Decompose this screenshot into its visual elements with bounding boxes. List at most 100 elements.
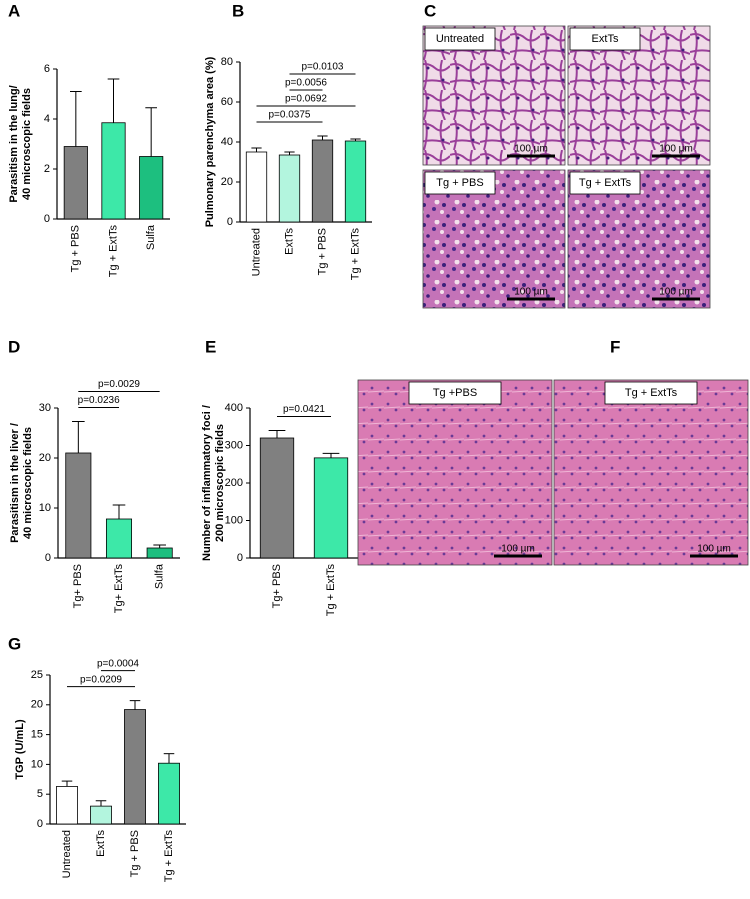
p-value: p=0.0375 [269, 110, 311, 121]
scale-label: 100 µm [697, 544, 731, 555]
bar [65, 452, 92, 559]
y-axis-label: Number of inflammatory foci / [201, 405, 213, 561]
x-tick-label: Tg+ PBS [271, 564, 283, 608]
y-tick-label: 4 [44, 113, 50, 125]
y-tick-label: 200 [225, 477, 243, 489]
panel-letter: D [8, 337, 20, 356]
y-tick-label: 40 [221, 136, 233, 148]
p-value: p=0.0236 [78, 395, 120, 406]
y-tick-label: 2 [44, 163, 50, 175]
y-tick-label: 0 [227, 216, 233, 228]
y-tick-label: 0 [45, 552, 51, 564]
y-axis-label: Parasitism in the lung/ [8, 85, 20, 202]
x-tick-label: Sulfa [154, 563, 166, 589]
y-tick-label: 300 [225, 439, 243, 451]
y-tick-label: 20 [31, 699, 43, 711]
scale-label: 100 µm [659, 144, 693, 155]
image-label: ExtTs [592, 33, 619, 45]
image-label: Tg + PBS [436, 177, 483, 189]
y-axis-label: Pulmonary parenchyma area (%) [204, 56, 216, 227]
bar [278, 154, 301, 223]
image-label-box [604, 381, 698, 405]
y-tick-label: 10 [39, 502, 51, 514]
y-tick-label: 0 [37, 818, 43, 830]
y-tick-label: 0 [237, 552, 243, 564]
y-tick-label: 60 [221, 96, 233, 108]
bar [101, 122, 126, 220]
panel-letter: G [8, 634, 21, 653]
bar [311, 139, 334, 223]
y-tick-label: 5 [37, 788, 43, 800]
x-tick-label: ExtTs [283, 228, 295, 255]
bar [105, 518, 133, 559]
x-tick-label: Tg + ExtTs [163, 830, 175, 883]
x-tick-label: Tg + PBS [70, 225, 82, 272]
p-value: p=0.0029 [98, 379, 140, 390]
panel-letter: E [205, 337, 216, 356]
bar [158, 762, 180, 825]
bar [344, 140, 367, 223]
micrograph [553, 379, 749, 566]
x-tick-label: Tg + ExtTs [107, 225, 119, 278]
bar [63, 146, 88, 220]
bar [245, 151, 268, 223]
x-tick-label: Tg + ExtTs [349, 228, 361, 281]
image-label: Tg +PBS [433, 387, 477, 399]
x-tick-label: Tg + PBS [316, 228, 328, 275]
image-label-box [569, 27, 641, 51]
y-tick-label: 100 [225, 514, 243, 526]
y-tick-label: 20 [39, 452, 51, 464]
p-value: p=0.0004 [97, 658, 139, 669]
x-tick-label: Sulfa [145, 224, 157, 250]
y-tick-label: 400 [225, 402, 243, 414]
y-axis-label: 40 microscopic fields [22, 427, 34, 539]
image-label-box [569, 171, 641, 195]
y-tick-label: 0 [44, 213, 50, 225]
p-value: p=0.0209 [80, 674, 122, 685]
x-tick-label: Untreated [61, 830, 73, 878]
image-label-box [408, 381, 502, 405]
p-value: p=0.0421 [283, 404, 325, 415]
panel-letter: F [610, 337, 620, 356]
panel-letter: C [424, 1, 436, 20]
bar [313, 457, 349, 559]
y-tick-label: 20 [221, 176, 233, 188]
bar [146, 547, 173, 559]
micrograph [357, 379, 553, 566]
x-tick-label: ExtTs [95, 830, 107, 857]
image-label-box [424, 171, 496, 195]
p-value: p=0.0692 [285, 94, 327, 105]
y-tick-label: 80 [221, 56, 233, 68]
y-axis-label: Parasitism in the liver / [9, 423, 21, 543]
y-tick-label: 10 [31, 758, 43, 770]
bar [139, 156, 164, 220]
scale-label: 100 µm [514, 144, 548, 155]
y-tick-label: 25 [31, 669, 43, 681]
y-tick-label: 6 [44, 63, 50, 75]
x-tick-label: Tg + PBS [129, 830, 141, 877]
panel-letter: B [232, 1, 244, 20]
scale-label: 100 µm [659, 287, 693, 298]
x-tick-label: Untreated [250, 228, 262, 276]
p-value: p=0.0056 [285, 78, 327, 89]
image-label: Tg + ExtTs [625, 387, 678, 399]
p-value: p=0.0103 [302, 62, 344, 73]
y-axis-label: TGP (U/mL) [14, 719, 26, 780]
y-tick-label: 15 [31, 729, 43, 741]
image-label: Untreated [436, 33, 484, 45]
y-axis-label: 200 microscopic fields [214, 424, 226, 542]
bar [90, 805, 112, 825]
bar [56, 786, 78, 825]
scale-label: 100 µm [501, 544, 535, 555]
y-axis-label: 40 microscopic fields [21, 88, 33, 200]
panel-letter: A [8, 1, 20, 20]
scale-label: 100 µm [514, 287, 548, 298]
x-tick-label: Tg + ExtTs [325, 564, 337, 617]
bar [124, 709, 146, 825]
image-label: Tg + ExtTs [579, 177, 632, 189]
bar [259, 437, 295, 559]
y-tick-label: 30 [39, 402, 51, 414]
image-label-box [424, 27, 496, 51]
x-tick-label: Tg+ PBS [72, 564, 84, 608]
